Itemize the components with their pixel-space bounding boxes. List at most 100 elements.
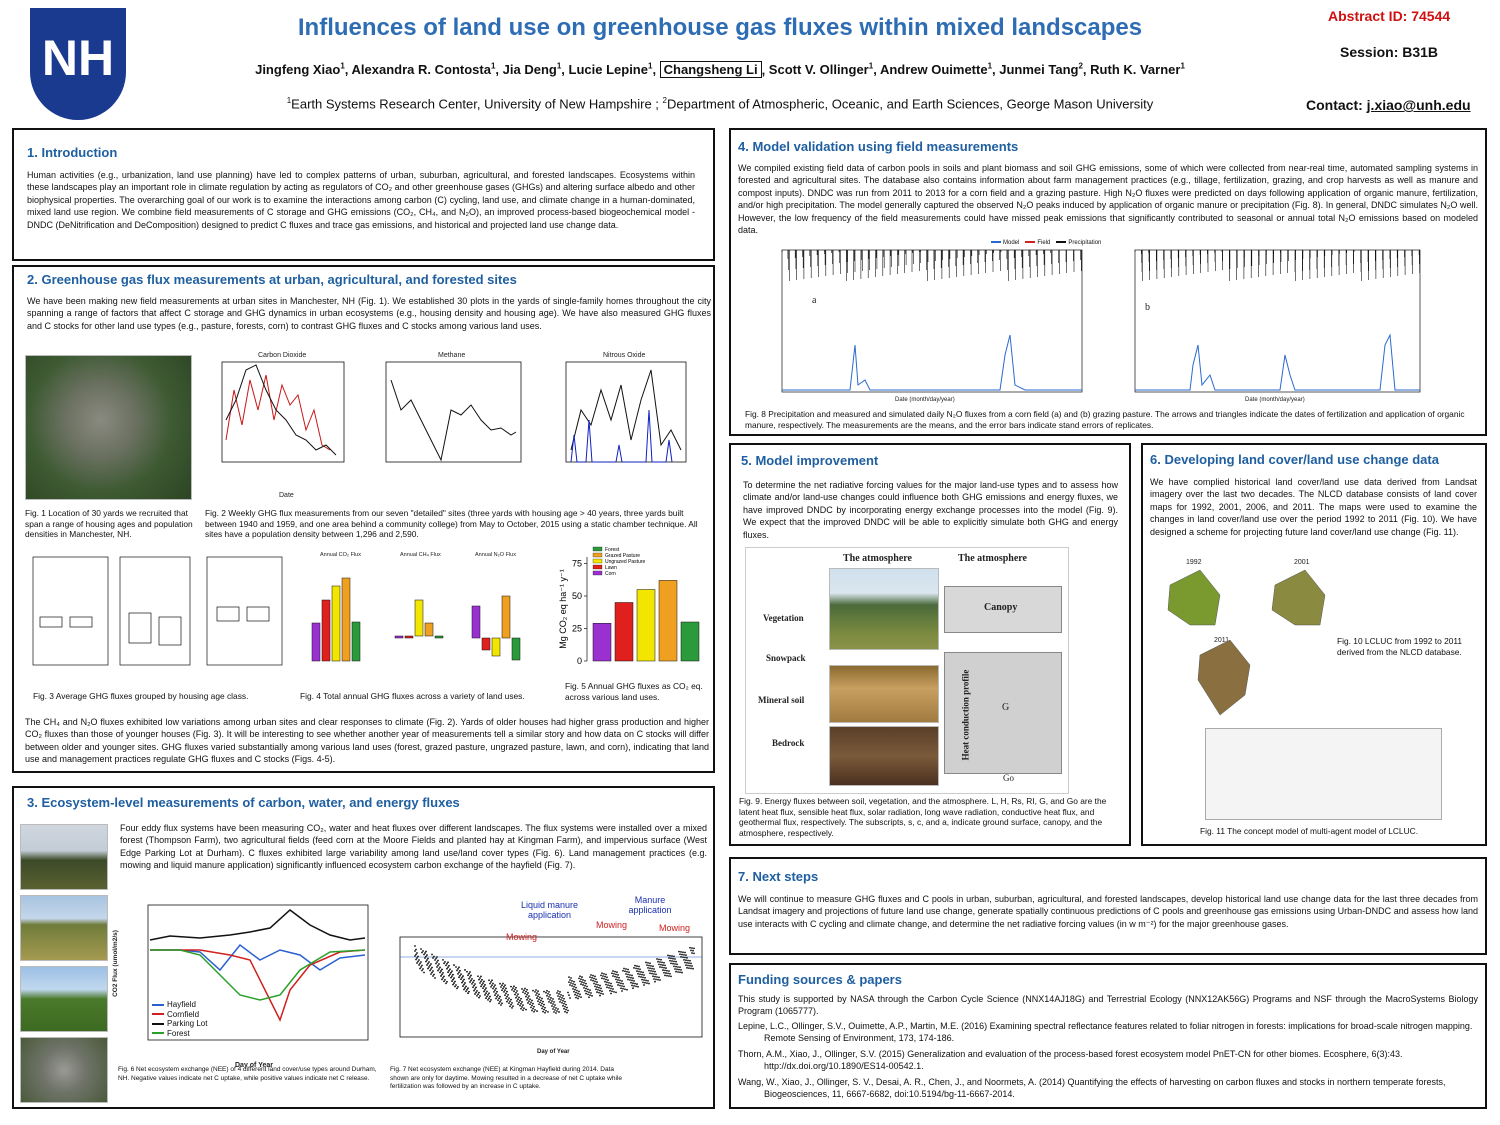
scatter-dot [477, 993, 479, 996]
scatter-dot [594, 980, 596, 983]
scatter-dot [539, 996, 541, 999]
scatter-dot [580, 983, 582, 986]
scatter-dot [544, 1006, 546, 1009]
scatter-dot [468, 972, 470, 975]
scatter-dot [544, 1011, 546, 1014]
scatter-dot [619, 984, 621, 987]
scatter-dot [666, 969, 668, 972]
scatter-dot [444, 978, 446, 981]
scatter-dot [440, 970, 442, 972]
scatter-dot [688, 962, 690, 965]
scatter-dot [675, 960, 677, 963]
scatter-dot [617, 979, 619, 981]
scatter-dot [501, 1002, 503, 1005]
scatter-dot [624, 970, 626, 973]
caption: Fig. 2 Weekly GHG flux measurements from… [205, 508, 698, 539]
scatter-dot [646, 982, 648, 985]
scatter-dot [616, 971, 618, 974]
scatter-dot [623, 985, 625, 988]
scatter-dot [524, 992, 526, 995]
scatter-dot [549, 999, 551, 1001]
scatter-dot [681, 953, 683, 956]
scatter-dot [686, 961, 688, 964]
scatter-dot [611, 990, 613, 993]
scatter-dot [553, 1006, 555, 1008]
scatter-dot [636, 965, 638, 967]
scatter-dot [669, 972, 671, 975]
scatter-dot [607, 979, 609, 981]
scatter-dot [547, 1010, 549, 1013]
scatter-dot [595, 988, 597, 991]
scatter-dot [508, 1002, 510, 1005]
scatter-dot [621, 985, 623, 987]
scatter-dot [470, 979, 472, 982]
scatter-dot [503, 985, 505, 988]
scatter-dot [590, 992, 592, 994]
scatter-dot [530, 1001, 532, 1004]
scatter-dot [658, 976, 660, 979]
diagram-label: Go [1003, 773, 1014, 783]
scatter-dot [595, 978, 597, 981]
axis-label: CO2 Flux (umol/m2/s) [111, 930, 119, 997]
scatter-dot [576, 989, 578, 992]
scatter-dot [430, 973, 432, 975]
authors: Jingfeng Xiao1, Alexandra R. Contosta1, … [140, 61, 1300, 79]
scatter-dot [658, 963, 660, 966]
scatter-dot [492, 982, 494, 985]
scatter-dot [663, 971, 665, 974]
scatter-dot [467, 974, 469, 977]
scatter-dot [630, 981, 632, 984]
fig3-boxplots [32, 556, 283, 666]
scatter-dot [437, 959, 439, 962]
scatter-dot [473, 989, 475, 992]
scatter-dot [513, 985, 515, 988]
y-tick-label: 75 [572, 559, 582, 569]
scatter-dot [460, 973, 462, 976]
bar [680, 621, 700, 662]
scatter-dot [421, 969, 423, 972]
scatter-dot [527, 1002, 529, 1004]
scatter-dot [455, 984, 457, 986]
scatter-dot [438, 968, 440, 970]
scatter-dot [457, 972, 459, 975]
scatter-dot [641, 978, 643, 981]
legend-swatch [592, 558, 603, 564]
scatter-dot [521, 988, 523, 990]
scatter-dot [669, 959, 671, 962]
photo [20, 824, 108, 890]
scatter-dot [615, 973, 617, 976]
section-title: 1. Introduction [27, 145, 118, 160]
scatter-dot [486, 990, 488, 993]
scatter-dot [568, 994, 570, 997]
map-year: 2001 [1294, 559, 1310, 566]
scatter-dot [537, 995, 539, 998]
scatter-dot [622, 969, 624, 972]
scatter-dot [510, 985, 512, 988]
scatter-dot [490, 985, 492, 988]
scatter-dot [496, 990, 498, 993]
scatter-dot [552, 1008, 554, 1010]
contact-email[interactable]: j.xiao@unh.edu [1366, 97, 1471, 113]
scatter-dot [534, 990, 536, 993]
scatter-dot [642, 981, 644, 984]
scatter-dot [461, 981, 463, 984]
scatter-dot [670, 975, 672, 978]
scatter-dot [570, 977, 572, 979]
legend-label: Parking Lot [167, 1019, 208, 1028]
scatter-dot [629, 979, 631, 981]
scatter-dot [578, 977, 580, 980]
scatter-dot [513, 990, 515, 993]
scatter-dot [527, 997, 529, 999]
scatter-dot [613, 972, 615, 975]
scatter-dot [620, 987, 622, 990]
scatter-dot [414, 955, 416, 957]
scatter-dot [465, 985, 467, 988]
scatter-dot [483, 985, 485, 988]
section-box [12, 786, 715, 1109]
author-affiliation: 1 [1180, 62, 1185, 71]
scatter-dot [607, 984, 609, 986]
chart-title: Annual N₂O Flux [475, 552, 516, 558]
fig6-plot [147, 904, 369, 1041]
scatter-dot [558, 993, 560, 995]
scatter-dot [628, 976, 630, 979]
